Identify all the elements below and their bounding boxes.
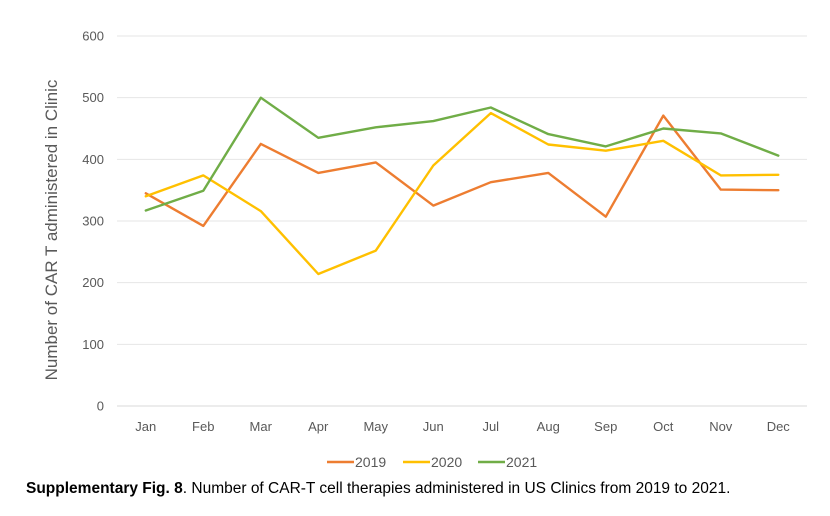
series-line-2019 <box>144 114 780 228</box>
series-lines <box>144 96 780 276</box>
x-tick-label: Jan <box>135 419 156 434</box>
x-tick-label: May <box>363 419 388 434</box>
x-tick-label: Dec <box>767 419 791 434</box>
x-tick-label: Jul <box>482 419 499 434</box>
legend-label-2020: 2020 <box>431 454 462 470</box>
x-tick-label: Mar <box>250 419 273 434</box>
series-line-2020 <box>144 111 780 276</box>
x-tick-label: Jun <box>423 419 444 434</box>
y-tick-label: 500 <box>82 90 104 105</box>
y-axis-ticks: 0 100 200 300 400 500 600 <box>82 29 104 414</box>
line-chart: 0 100 200 300 400 500 600 Jan Feb Mar Apr May Jun Ju… <box>42 29 807 470</box>
caption-text: . Number of CAR-T cell therapies adminis… <box>182 480 731 497</box>
x-tick-label: Aug <box>537 419 560 434</box>
legend: 2019 2020 2021 <box>327 454 537 470</box>
x-tick-label: Feb <box>192 419 214 434</box>
gridlines <box>117 35 807 407</box>
x-tick-label: Sep <box>594 419 617 434</box>
y-tick-label: 600 <box>82 29 104 44</box>
legend-label-2021: 2021 <box>506 454 537 470</box>
x-tick-label: Nov <box>709 419 733 434</box>
figure-caption: Supplementary Fig. 8. Number of CAR-T ce… <box>26 480 826 498</box>
legend-label-2019: 2019 <box>355 454 386 470</box>
x-axis-ticks: Jan Feb Mar Apr May Jun Jul Aug Sep Oct Nov Dec <box>135 419 790 434</box>
y-tick-label: 100 <box>82 337 104 352</box>
y-axis-label: Number of CAR T administered in Clinic <box>42 79 61 380</box>
series-line-2021 <box>144 96 780 212</box>
y-tick-label: 0 <box>97 399 104 414</box>
y-tick-label: 300 <box>82 214 104 229</box>
x-tick-label: Oct <box>653 419 674 434</box>
y-tick-label: 200 <box>82 275 104 290</box>
x-tick-label: Apr <box>308 419 329 434</box>
y-tick-label: 400 <box>82 152 104 167</box>
caption-label: Supplementary Fig. 8 <box>26 480 183 497</box>
